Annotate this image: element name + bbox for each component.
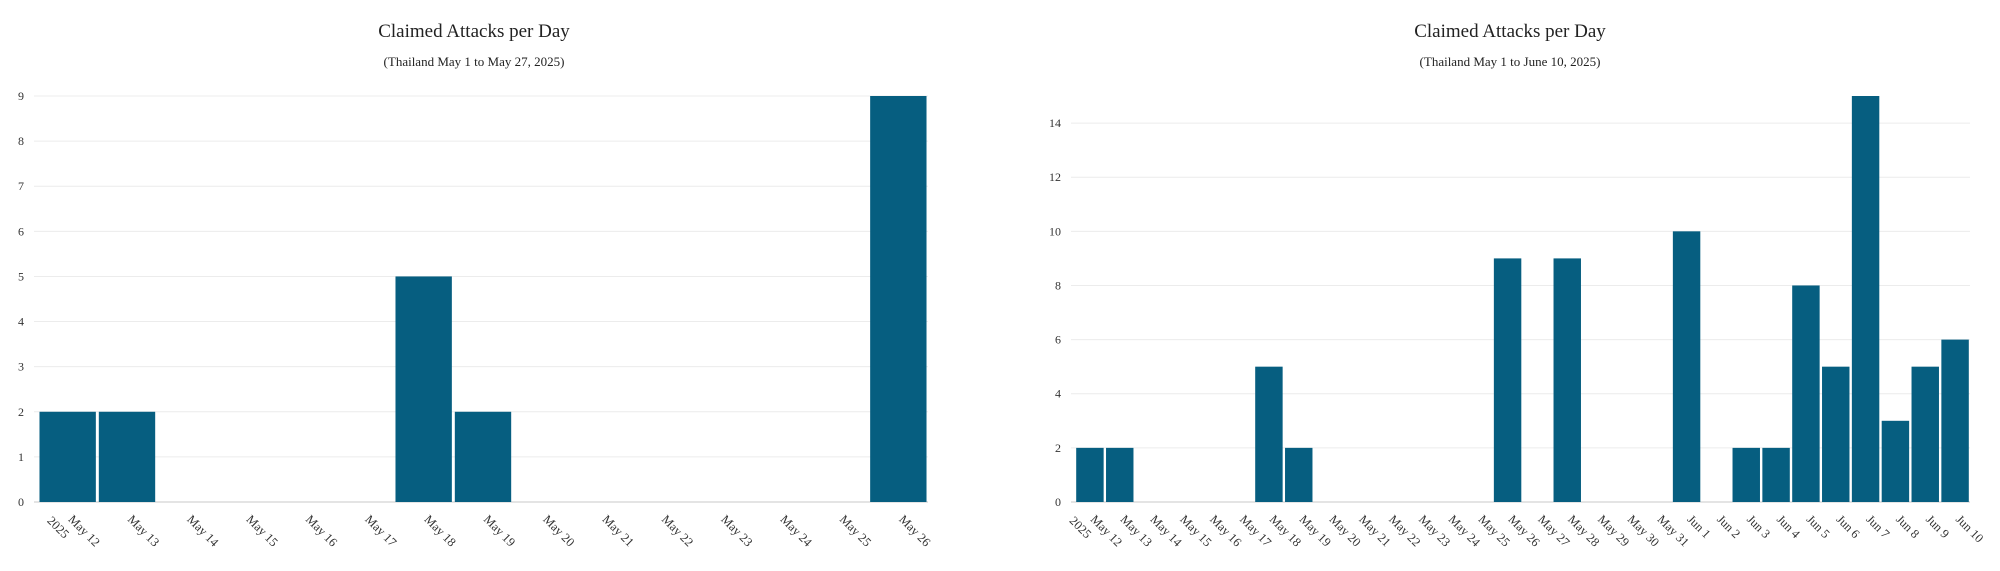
x-tick-label: May 27	[1535, 512, 1572, 549]
x-tick-year: 2025	[44, 514, 72, 542]
y-tick-label: 10	[1049, 224, 1061, 238]
x-tick-label: May 17	[362, 512, 399, 549]
bar[interactable]	[1851, 96, 1880, 502]
x-tick-label: May 19	[481, 512, 518, 549]
y-tick-label: 5	[18, 269, 24, 283]
y-tick-label: 1	[18, 450, 24, 464]
x-tick-label: Jun 7	[1863, 512, 1892, 541]
x-tick-label: Jun 9	[1923, 512, 1952, 541]
x-tick-label: May 14	[1147, 512, 1185, 550]
x-tick-label: May 15	[1177, 512, 1214, 549]
y-tick-label: 6	[18, 224, 24, 238]
x-tick-label: May 26	[1505, 512, 1542, 549]
y-tick-label: 14	[1049, 116, 1061, 130]
y-tick-label: 8	[18, 134, 24, 148]
bar[interactable]	[1941, 339, 1969, 502]
chart-subtitle: (Thailand May 1 to June 10, 2025)	[1420, 54, 1601, 69]
bar[interactable]	[1762, 447, 1790, 502]
bar[interactable]	[1911, 366, 1939, 502]
bar[interactable]	[1822, 366, 1850, 502]
y-tick-label: 12	[1049, 170, 1061, 184]
x-tick-label: May 21	[600, 512, 637, 549]
y-tick-label: 3	[18, 360, 24, 374]
x-tick-label: May 15	[244, 512, 281, 549]
x-tick-label: May 17	[1237, 512, 1274, 549]
bar[interactable]	[395, 276, 452, 502]
bar[interactable]	[870, 96, 927, 502]
x-tick-label: May 22	[659, 512, 696, 549]
x-tick-label: May 122025	[1067, 502, 1125, 560]
x-tick-label: May 21	[1356, 512, 1393, 549]
x-tick-label: Jun 8	[1893, 512, 1922, 541]
bar[interactable]	[1881, 420, 1910, 502]
chart-title: Claimed Attacks per Day	[378, 21, 570, 42]
x-tick-label: Jun 6	[1834, 512, 1863, 541]
bar[interactable]	[98, 411, 156, 502]
bar[interactable]	[1255, 366, 1283, 502]
x-tick-label: May 24	[778, 512, 816, 550]
y-tick-label: 0	[18, 495, 24, 509]
bar[interactable]	[1076, 447, 1104, 502]
x-tick-label: May 23	[718, 512, 755, 549]
x-tick-label: May 26	[896, 512, 933, 549]
x-tick-label: May 23	[1416, 512, 1453, 549]
chart-left: Claimed Attacks per Day (Thailand May 1 …	[18, 21, 933, 561]
y-tick-label: 8	[1055, 278, 1061, 292]
x-tick-label: May 29	[1595, 512, 1632, 549]
x-tick-label: Jun 5	[1804, 512, 1833, 541]
bar[interactable]	[1553, 258, 1581, 502]
x-tick-label: May 25	[837, 512, 874, 549]
bar[interactable]	[1792, 285, 1820, 502]
x-tick-label: May 24	[1446, 512, 1484, 550]
y-tick-label: 0	[1055, 495, 1061, 509]
y-tick-label: 9	[18, 89, 24, 103]
x-tick-label: May 122025	[44, 502, 102, 560]
y-tick-label: 4	[18, 315, 24, 329]
y-tick-label: 2	[18, 405, 24, 419]
x-tick-label: May 19	[1297, 512, 1334, 549]
x-tick-label: May 25	[1476, 512, 1513, 549]
x-tick-label: May 18	[1267, 512, 1304, 549]
x-tick-label: May 20	[1326, 512, 1363, 549]
y-tick-label: 4	[1055, 387, 1061, 401]
x-tick-label: May 30	[1625, 512, 1662, 549]
y-tick-label: 2	[1055, 441, 1061, 455]
bar[interactable]	[39, 411, 96, 502]
x-tick-label: May 18	[422, 512, 459, 549]
y-tick-label: 6	[1055, 333, 1061, 347]
x-tick-label: May 28	[1565, 512, 1602, 549]
x-tick-label: Jun 10	[1953, 512, 1986, 545]
bar[interactable]	[1285, 447, 1313, 502]
bar[interactable]	[1672, 231, 1701, 503]
bar[interactable]	[454, 411, 512, 502]
x-tick-label: May 14	[184, 512, 222, 550]
y-tick-label: 7	[18, 179, 24, 193]
x-tick-label: Jun 3	[1744, 512, 1773, 541]
chart-title: Claimed Attacks per Day	[1414, 21, 1606, 42]
bar[interactable]	[1732, 447, 1760, 502]
chart-right: Claimed Attacks per Day (Thailand May 1 …	[1049, 21, 1986, 561]
x-tick-label: May 31	[1655, 512, 1692, 549]
x-tick-label: Jun 2	[1714, 512, 1743, 541]
x-tick-label: May 16	[1207, 512, 1244, 549]
x-tick-label: May 16	[303, 512, 340, 549]
bar[interactable]	[1493, 258, 1522, 502]
chart-subtitle: (Thailand May 1 to May 27, 2025)	[384, 54, 565, 69]
x-tick-label: May 20	[540, 512, 577, 549]
x-tick-label: May 13	[1118, 512, 1155, 549]
x-tick-label: Jun 4	[1774, 512, 1803, 541]
plot-area: 0 1 2 3 4 5 6 7 8 9 May 122025 May 13 May 14 May 15 Ma…	[18, 89, 933, 561]
bar[interactable]	[1106, 447, 1134, 502]
x-tick-label: May 13	[125, 512, 162, 549]
x-tick-year: 2025	[1067, 514, 1095, 542]
x-tick-label: May 22	[1386, 512, 1423, 549]
